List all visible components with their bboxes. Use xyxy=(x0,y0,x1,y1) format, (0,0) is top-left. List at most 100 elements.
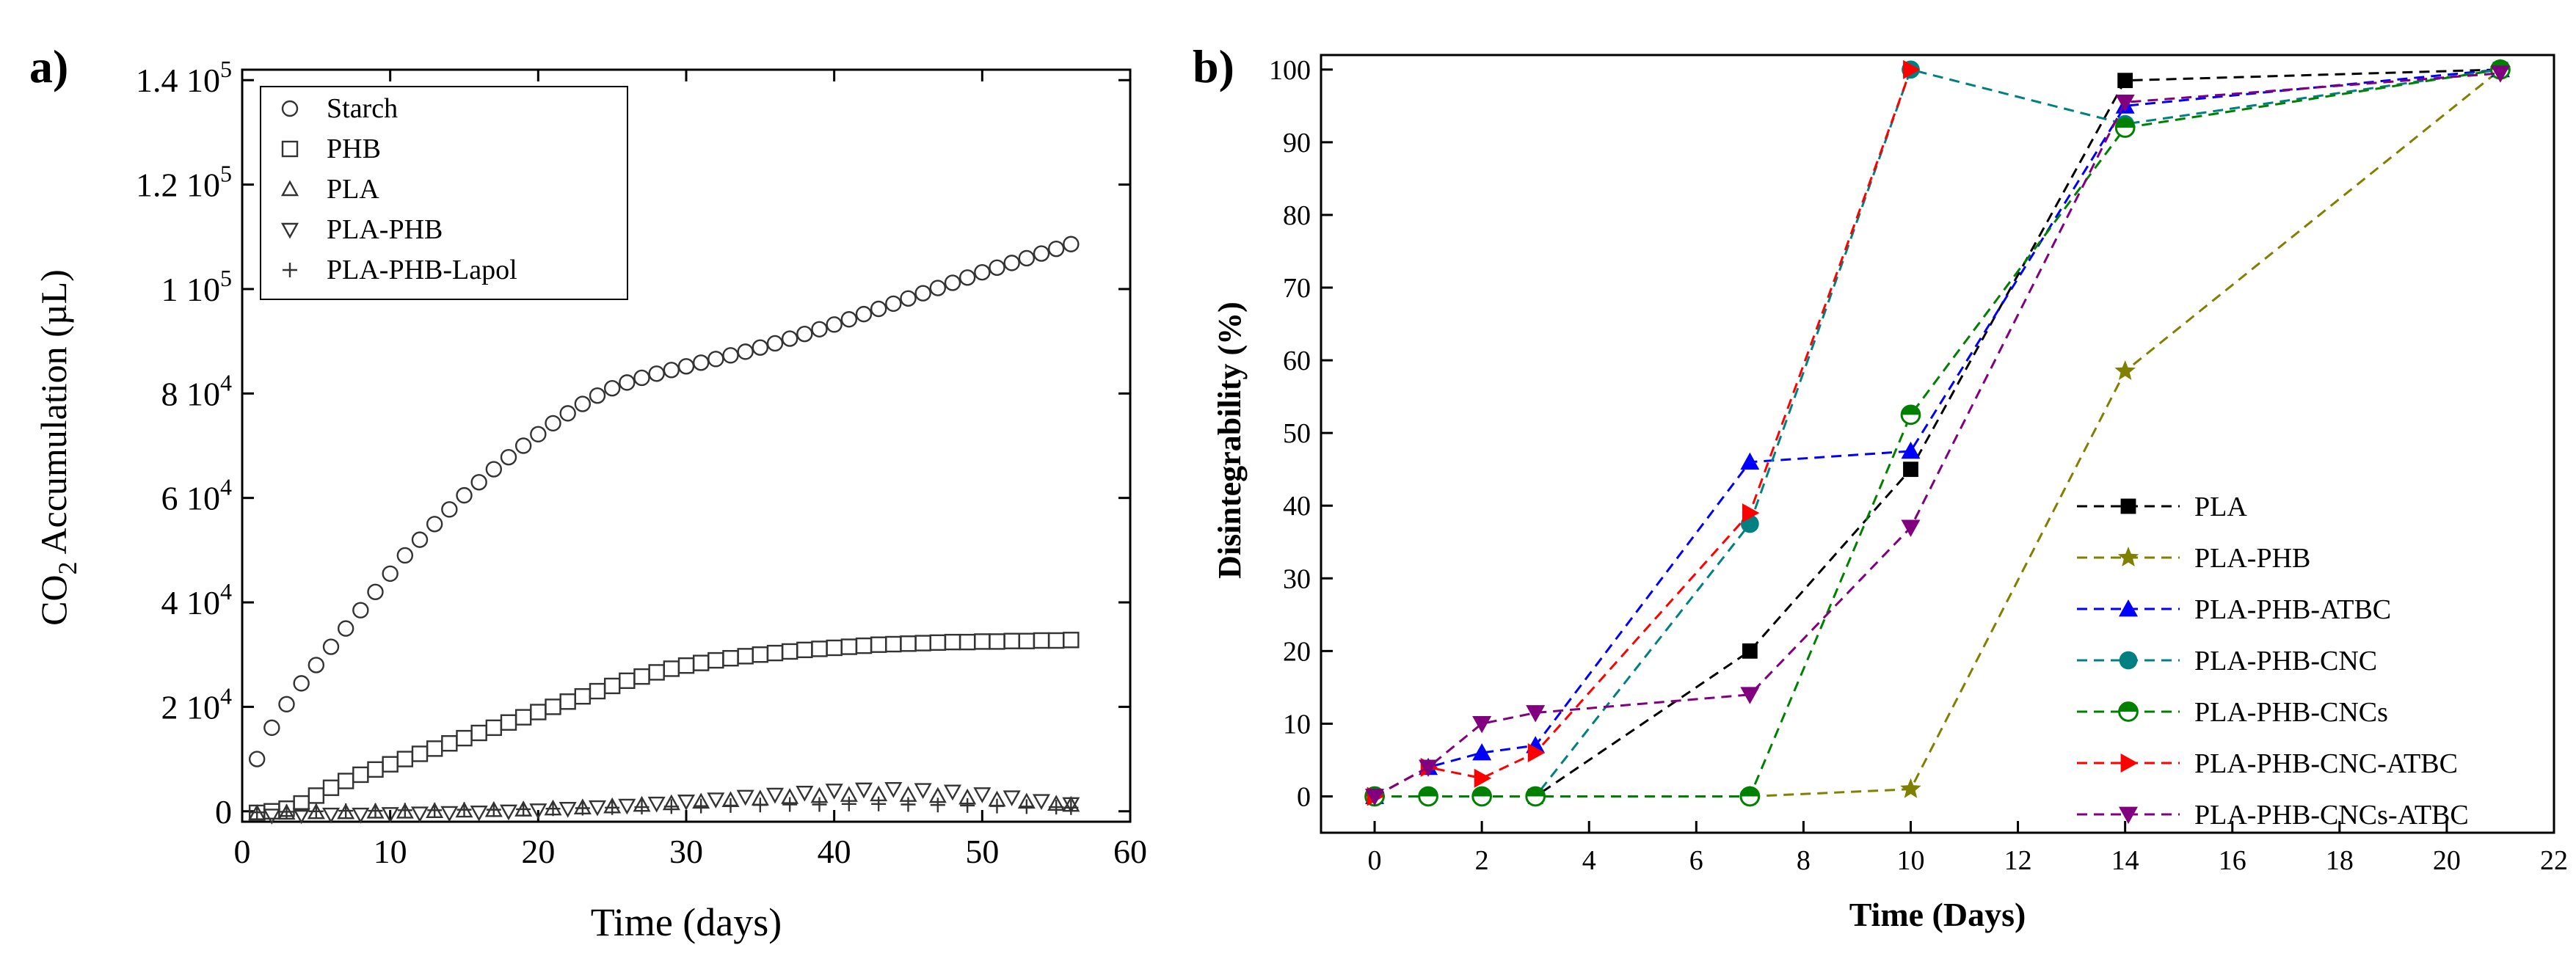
data-point-pla-phb-lapol xyxy=(841,796,856,811)
data-point-starch xyxy=(811,321,828,337)
data-point-starch xyxy=(648,365,665,382)
data-point-phb xyxy=(766,644,784,662)
series-pla-phb-cncs-atbc xyxy=(1365,65,2510,806)
y-tick-label-a: 4 104 xyxy=(161,578,233,621)
data-point-starch xyxy=(870,300,887,318)
data-point-pla-phb xyxy=(588,800,607,817)
x-tick-label-a: 0 xyxy=(234,833,251,870)
legend-box-a xyxy=(260,86,628,300)
data-point-phb xyxy=(796,641,813,659)
data-point-pla-phb-cncs-half xyxy=(1740,787,1759,797)
legend-label-pla-phb-atbc: PLA-PHB-ATBC xyxy=(2194,594,2391,625)
y-tick-label-b: 20 xyxy=(1283,636,1311,667)
y-tick-mantissa-a: 1 10 xyxy=(161,271,221,308)
data-point-starch xyxy=(603,380,621,397)
data-point-pla-phb xyxy=(263,809,281,825)
data-point-pla-phb xyxy=(321,807,341,824)
legend-marker-pla-phb-cncs-half xyxy=(2119,702,2138,712)
legend-label-pla-phb-lapol: PLA-PHB-Lapol xyxy=(327,255,517,285)
data-point-starch xyxy=(382,565,399,583)
data-point-phb xyxy=(914,635,931,652)
data-point-starch xyxy=(677,358,695,375)
data-point-phb xyxy=(752,646,769,663)
legend-label-pla-phb-cnc-atbc: PLA-PHB-CNC-ATBC xyxy=(2194,748,2458,779)
data-point-pla-phb xyxy=(796,785,814,802)
x-tick-label-b: 4 xyxy=(1582,845,1596,876)
y-axis-b: 0 10 20 30 40 50 60 70 80 90 100 xyxy=(1269,55,1333,812)
data-point-phb xyxy=(840,638,858,655)
series-line-pla-phb-cncs-atbc xyxy=(1374,72,2501,798)
series-line-pla-phb-cnc-atbc xyxy=(1374,69,1912,798)
data-point-starch xyxy=(426,516,443,533)
data-point-phb xyxy=(500,714,517,731)
data-point-phb xyxy=(855,637,873,654)
data-point-starch xyxy=(470,474,487,491)
data-point-pla-phb-lapol xyxy=(723,798,738,813)
data-point-phb xyxy=(1018,632,1036,649)
data-point-pla-phb xyxy=(973,787,992,803)
legend-label-pla-phb-cnc: PLA-PHB-CNC xyxy=(2194,646,2377,676)
legend-marker-pla-phb xyxy=(280,222,299,239)
data-point-starch xyxy=(514,437,532,454)
data-point-pla-phb-lapol xyxy=(605,800,620,815)
y-tick-exponent-a: 4 xyxy=(220,578,232,605)
data-point-starch xyxy=(1047,240,1065,258)
y-tick-label-a: 6 104 xyxy=(161,474,233,517)
data-point-starch xyxy=(411,531,429,548)
x-tick-label-b: 22 xyxy=(2540,845,2568,876)
y-tick-label-b: 40 xyxy=(1283,491,1311,522)
y-axis-title-a-main: CO xyxy=(33,574,74,625)
data-point-starch xyxy=(900,290,917,307)
data-point-starch xyxy=(840,311,858,328)
x-tick-label-b: 6 xyxy=(1689,845,1703,876)
data-point-phb xyxy=(677,657,695,674)
series-pla-phb-cncs xyxy=(1364,59,2511,807)
data-point-starch xyxy=(737,343,754,360)
data-point-pla-phb xyxy=(943,784,962,801)
x-tick-label-b: 14 xyxy=(2111,845,2139,876)
data-point-pla-phb-lapol xyxy=(694,798,709,814)
data-point-pla-phb-lapol xyxy=(930,798,945,813)
data-point-phb xyxy=(470,724,487,742)
data-point-phb xyxy=(811,641,828,657)
y-tick-label-b: 100 xyxy=(1269,55,1311,86)
data-point-phb xyxy=(958,633,976,651)
data-point-pla-phb-lapol xyxy=(368,803,383,819)
data-point-starch xyxy=(633,369,650,387)
data-point-phb xyxy=(545,698,561,715)
data-point-pla-phb xyxy=(1900,778,1921,798)
data-point-pla-phb-lapol xyxy=(545,801,561,817)
data-point-pla-phb-lapol xyxy=(752,798,768,813)
data-point-starch xyxy=(396,547,414,564)
legend-marker-pla-phb-cncs-atbc xyxy=(2119,806,2138,824)
legend-label-pla: PLA xyxy=(327,174,379,205)
legend-a: Starch PHB PLA PLA-PHB PLA-PHB-Lapol xyxy=(260,86,628,300)
legend-marker-pla xyxy=(280,180,299,197)
x-axis-title-a: Time (days) xyxy=(591,900,782,944)
y-tick-label-a: 1.2 105 xyxy=(136,161,232,204)
data-point-pla-phb xyxy=(1032,794,1051,810)
data-point-pla-phb-cncs xyxy=(1900,404,1921,426)
data-point-phb xyxy=(603,677,621,695)
y-tick-exponent-a: 5 xyxy=(220,161,232,187)
y-tick-label-a: 8 104 xyxy=(161,369,233,412)
y-tick-mantissa-a: 6 10 xyxy=(161,480,221,517)
data-point-pla-phb xyxy=(1062,797,1080,814)
data-point-pla-phb xyxy=(440,806,459,822)
data-point-pla-phb-cncs xyxy=(1471,786,1492,807)
y-tick-mantissa-a: 2 10 xyxy=(161,688,221,726)
data-point-phb xyxy=(574,687,592,705)
data-point-phb xyxy=(648,664,665,681)
plot-frame-b xyxy=(1320,54,2555,834)
legend-label-phb: PHB xyxy=(327,134,381,164)
data-point-phb xyxy=(589,682,606,700)
data-point-starch xyxy=(263,719,280,737)
data-point-pla-phb-lapol xyxy=(1019,799,1034,814)
data-point-pla-phb-lapol xyxy=(960,798,975,813)
data-point-phb xyxy=(633,668,650,685)
legend-marker-pla-phb-atbc xyxy=(2119,599,2138,617)
data-point-pla-phb-lapol xyxy=(782,797,798,812)
data-point-phb xyxy=(737,648,754,665)
legend-label-pla-phb-cncs: PLA-PHB-CNCs xyxy=(2194,697,2388,728)
